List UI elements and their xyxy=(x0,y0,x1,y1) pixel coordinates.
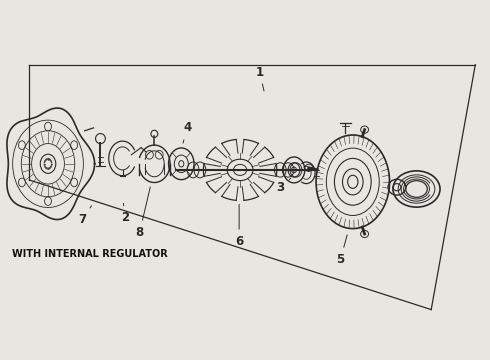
Text: WITH INTERNAL REGULATOR: WITH INTERNAL REGULATOR xyxy=(12,249,168,260)
Text: 8: 8 xyxy=(136,187,150,239)
Text: 4: 4 xyxy=(183,121,191,143)
Text: 1: 1 xyxy=(256,66,264,91)
Text: 3: 3 xyxy=(276,178,291,194)
Text: 2: 2 xyxy=(121,203,129,224)
Text: 6: 6 xyxy=(235,204,243,248)
Text: 5: 5 xyxy=(337,235,347,266)
Text: 7: 7 xyxy=(78,206,92,226)
